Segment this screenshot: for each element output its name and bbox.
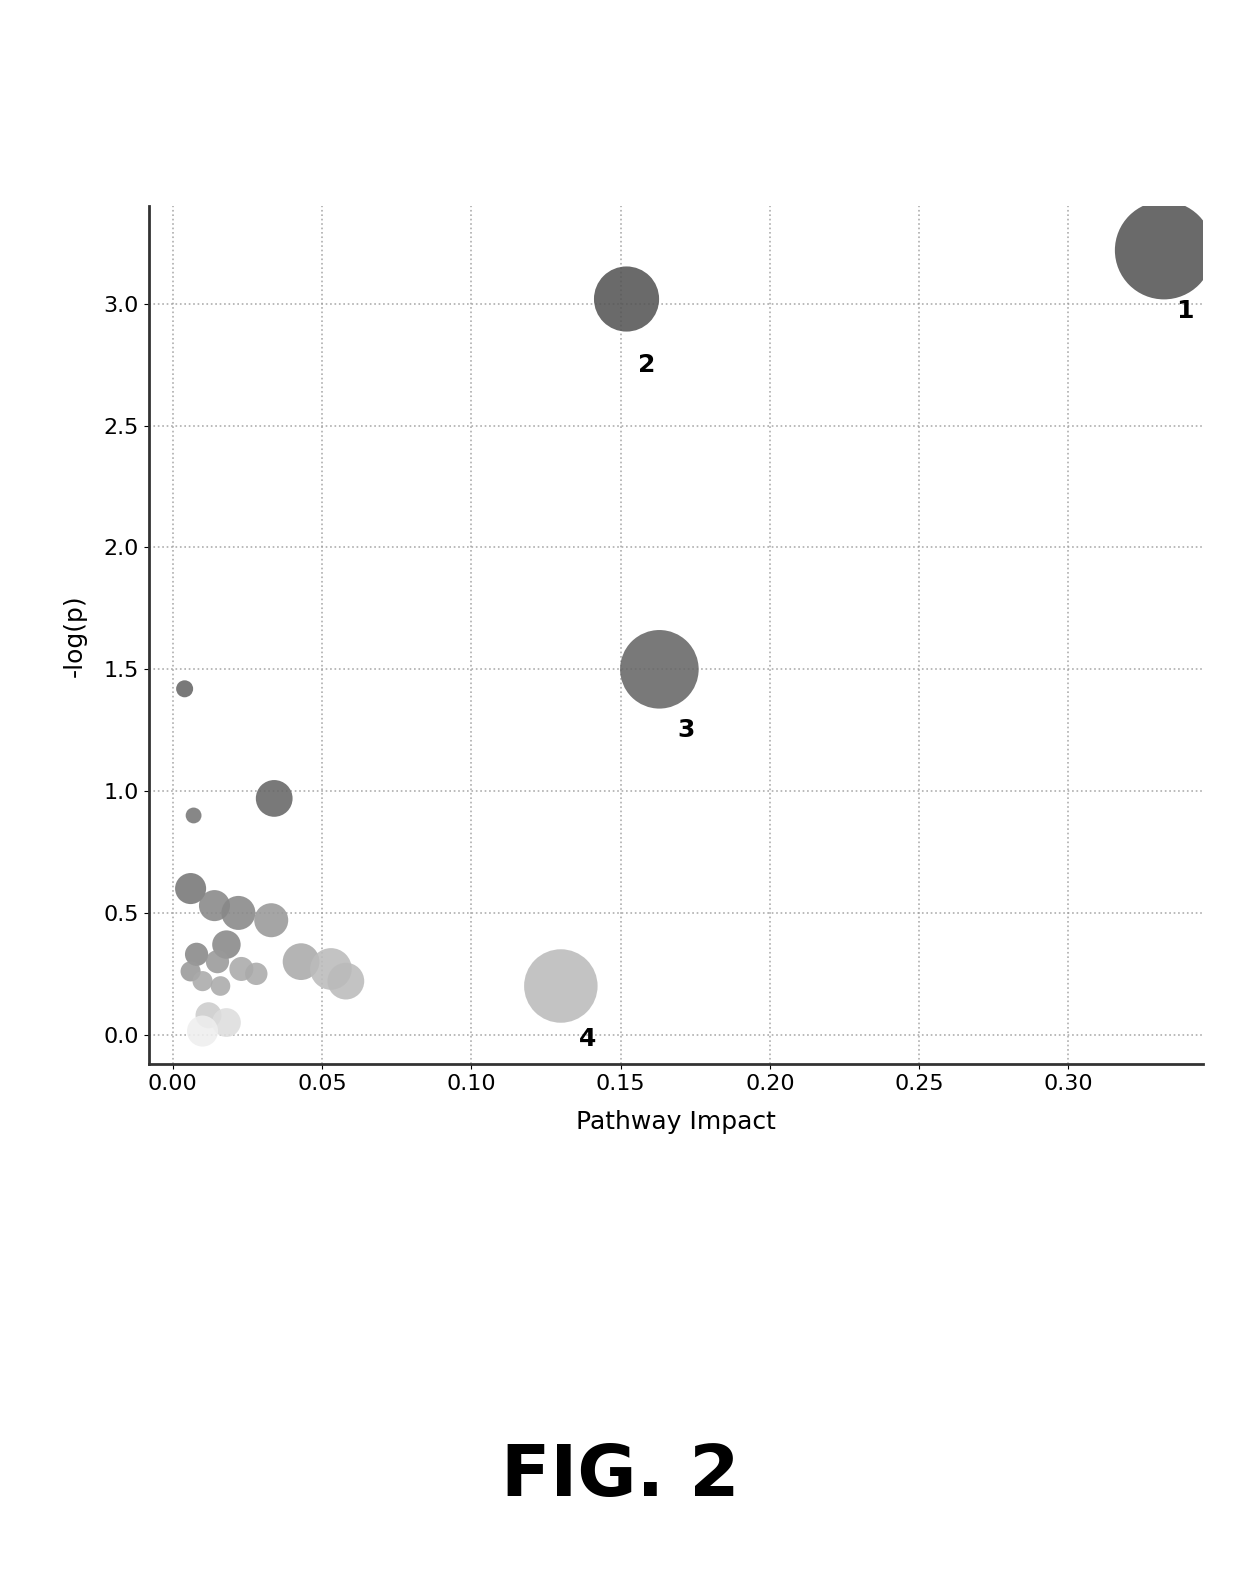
Point xyxy=(321,956,341,981)
Point xyxy=(217,932,237,958)
Point xyxy=(187,942,207,967)
Point xyxy=(1154,238,1174,264)
Y-axis label: -log(p): -log(p) xyxy=(63,594,87,676)
Point xyxy=(207,950,227,975)
Point xyxy=(205,892,224,918)
Point xyxy=(192,969,212,994)
Point xyxy=(181,877,201,902)
Point xyxy=(616,286,636,311)
Text: 2: 2 xyxy=(639,353,656,376)
Point xyxy=(291,950,311,975)
Point xyxy=(262,907,281,932)
Text: 3: 3 xyxy=(677,718,694,742)
Point xyxy=(211,973,231,999)
Point xyxy=(264,786,284,811)
Point xyxy=(228,900,248,926)
Point xyxy=(192,1018,212,1043)
Point xyxy=(198,1002,218,1027)
Point xyxy=(232,956,252,981)
Point xyxy=(181,959,201,985)
Text: 4: 4 xyxy=(579,1027,596,1051)
Point xyxy=(551,973,570,999)
X-axis label: Pathway Impact: Pathway Impact xyxy=(575,1110,776,1134)
Point xyxy=(175,676,195,702)
Point xyxy=(247,961,267,986)
Text: 1: 1 xyxy=(1176,299,1193,322)
Point xyxy=(650,656,670,681)
Point xyxy=(184,804,203,829)
Point xyxy=(336,969,356,994)
Text: FIG. 2: FIG. 2 xyxy=(501,1442,739,1512)
Point xyxy=(217,1010,237,1035)
